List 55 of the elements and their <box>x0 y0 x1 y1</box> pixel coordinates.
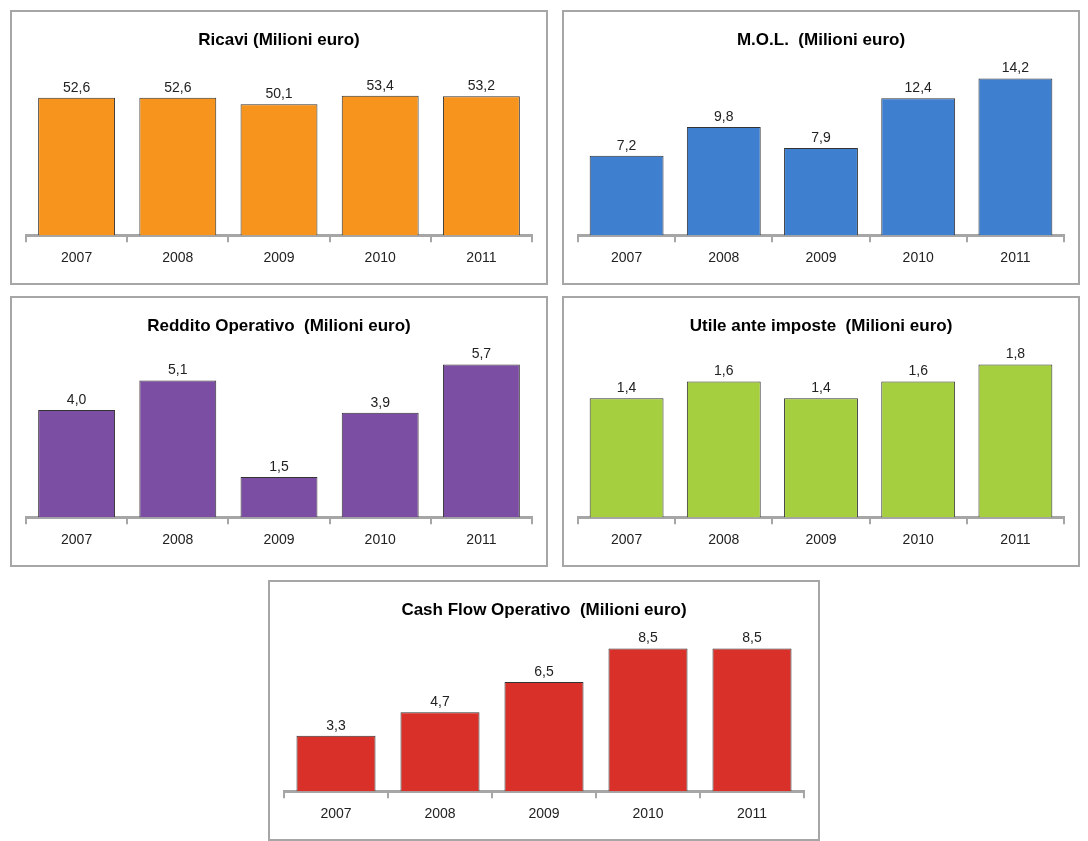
data-label: 52,6 <box>62 78 91 95</box>
x-tick-label: 2011 <box>466 531 497 548</box>
x-tick-label: 2007 <box>61 249 93 266</box>
chart-title: Utile ante imposte (Milioni euro) <box>689 315 953 335</box>
data-label: 4,7 <box>430 693 450 710</box>
x-tick-label: 2009 <box>263 249 295 266</box>
data-label: 1,5 <box>269 457 289 474</box>
x-tick-label: 2011 <box>736 805 768 822</box>
x-tick-label: 2007 <box>61 531 93 548</box>
x-tick-label: 2008 <box>708 531 740 548</box>
data-label: 3,9 <box>370 393 391 410</box>
data-label: 52,6 <box>164 78 192 95</box>
x-tick-label: 2010 <box>364 531 396 548</box>
x-tick-label: 2011 <box>1000 531 1031 548</box>
x-tick-label: 2011 <box>1000 249 1031 266</box>
data-label: 6,5 <box>534 662 554 679</box>
data-label: 50,1 <box>265 85 293 102</box>
x-tick-label: 2009 <box>805 249 837 266</box>
data-label: 53,2 <box>467 77 496 94</box>
x-tick-label: 2008 <box>708 249 740 266</box>
x-tick-label: 2007 <box>611 249 643 266</box>
chart-title: Cash Flow Operativo (Milioni euro) <box>401 599 687 619</box>
data-label: 1,6 <box>714 362 734 379</box>
data-label: 7,2 <box>616 136 637 153</box>
x-tick-label: 2010 <box>902 249 934 266</box>
x-tick-label: 2009 <box>528 805 560 822</box>
x-tick-label: 2008 <box>162 531 194 548</box>
x-tick-label: 2011 <box>466 249 497 266</box>
data-label: 5,1 <box>168 361 188 378</box>
data-label: 12,4 <box>904 79 933 96</box>
x-tick-label: 2009 <box>805 531 837 548</box>
chart-title: Reddito Operativo (Milioni euro) <box>147 315 411 335</box>
data-label: 1,8 <box>1005 345 1026 362</box>
data-label: 8,5 <box>742 629 762 646</box>
data-label: 3,3 <box>326 716 346 733</box>
data-label: 4,0 <box>66 390 87 407</box>
data-label: 9,8 <box>714 107 734 124</box>
x-tick-label: 2007 <box>611 531 643 548</box>
x-tick-label: 2008 <box>424 805 456 822</box>
x-tick-label: 2008 <box>162 249 194 266</box>
chart-title: M.O.L. (Milioni euro) <box>736 29 906 49</box>
data-label: 1,4 <box>811 379 831 396</box>
data-label: 1,6 <box>908 362 929 379</box>
data-label: 5,7 <box>471 345 492 362</box>
chart-title: Ricavi (Milioni euro) <box>198 29 360 49</box>
data-label: 53,4 <box>366 76 395 93</box>
data-label: 1,4 <box>616 379 637 396</box>
x-tick-label: 2010 <box>902 531 934 548</box>
data-label: 14,2 <box>1001 59 1030 76</box>
x-tick-label: 2009 <box>263 531 295 548</box>
x-tick-label: 2010 <box>364 249 396 266</box>
x-tick-label: 2010 <box>632 805 664 822</box>
data-label: 8,5 <box>638 629 658 646</box>
x-tick-label: 2007 <box>320 805 352 822</box>
data-label: 7,9 <box>811 128 831 145</box>
